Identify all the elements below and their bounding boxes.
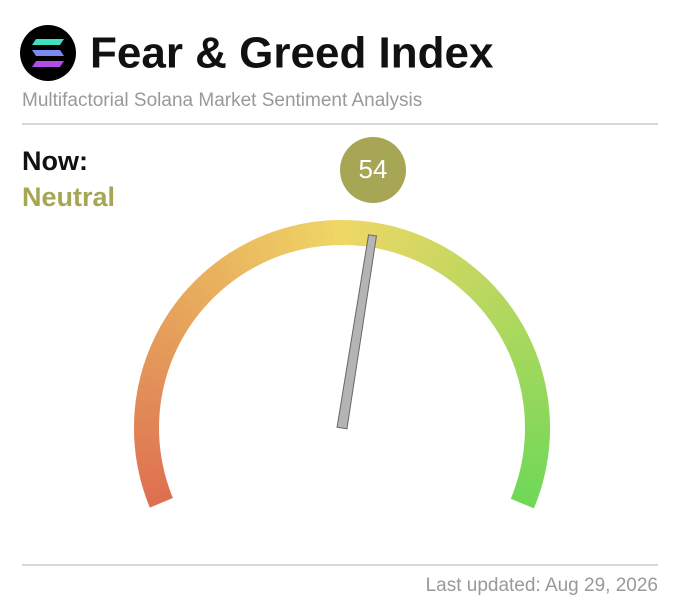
gauge-arc-segment xyxy=(134,418,160,428)
gauge-arc-segment xyxy=(270,229,288,257)
gauge-arc-segment xyxy=(524,418,550,429)
gauge-arc-segment xyxy=(279,226,296,254)
gauge-arc-segment xyxy=(143,356,171,373)
gauge-arc-segment xyxy=(524,409,550,421)
gauge-arc-segment xyxy=(349,220,361,246)
gauge-arc-segment xyxy=(140,474,168,491)
gauge-arc-segment xyxy=(373,223,388,250)
gauge-arc-segment xyxy=(215,257,238,283)
gauge-arc-segment xyxy=(440,252,462,279)
gauge-arc-segment xyxy=(138,373,166,389)
value-label: 54 xyxy=(359,154,388,184)
gauge-arc-segment xyxy=(520,459,547,474)
gauge-arc-segment xyxy=(465,274,490,300)
gauge-arc-segment xyxy=(516,365,544,382)
gauge-arc-segment xyxy=(397,229,414,257)
gauge-arc-segment xyxy=(459,268,484,294)
gauge-arc-segment xyxy=(230,247,252,274)
gauge-arc-segment xyxy=(262,232,281,259)
gauge-arc-segment xyxy=(389,227,406,254)
gauge-arc-segment xyxy=(518,467,546,483)
gauge-arc-segment xyxy=(171,300,198,324)
gauge-arc-segment xyxy=(522,391,549,405)
gauge-arc-segment xyxy=(176,293,203,317)
gauge-arc-segment xyxy=(134,435,160,447)
gauge-arc-segment xyxy=(134,427,160,438)
gauge-arc-segment xyxy=(446,257,470,284)
gauge-arc-segment xyxy=(523,400,550,413)
gauge-arc-segment xyxy=(426,243,447,270)
gauge-arc-segment xyxy=(288,224,304,252)
gauge-arc-segment xyxy=(518,374,546,390)
gauge-arc-segment xyxy=(146,489,173,508)
gauge-arc-segment xyxy=(476,287,502,311)
gauge-arc-segment xyxy=(135,451,162,465)
gauge-arc-segment xyxy=(482,294,508,318)
gauge-arc-segment xyxy=(146,347,174,366)
subtitle: Multifactorial Solana Market Sentiment A… xyxy=(22,90,422,111)
gauge-arc-segment xyxy=(194,274,219,299)
gauge-arc-segment xyxy=(245,239,266,266)
gauge-arc-segment xyxy=(222,252,245,279)
now-label: Now: xyxy=(22,146,88,176)
gauge-arc-segment xyxy=(182,286,208,311)
gauge-arc-segment xyxy=(238,243,259,270)
gauge-arc-segment xyxy=(188,280,214,305)
gauge-arc-segment xyxy=(254,235,273,263)
gauge-arc-segment xyxy=(314,220,327,247)
gauge-arc-segment xyxy=(496,316,523,338)
gauge-arc-segment xyxy=(513,356,541,374)
gauge-arc-segment xyxy=(143,482,171,500)
gauge-arc-segment xyxy=(332,220,343,246)
gauge-arc-segment xyxy=(166,308,193,330)
gauge-arc-segment xyxy=(157,323,184,344)
gauge-arc-segment xyxy=(491,308,518,331)
gauge-arc-segment xyxy=(433,247,455,275)
gauge-arc-segment xyxy=(305,221,319,248)
gauge-arc-segment xyxy=(504,331,531,352)
gauge-arc-segment xyxy=(419,239,439,267)
gauge-arc-segment xyxy=(453,262,477,289)
title: Fear & Greed Index xyxy=(90,29,494,78)
gauge-arc-segment xyxy=(137,382,164,397)
gauge-arc-segment xyxy=(161,315,189,337)
value-badge xyxy=(340,137,406,203)
gauge-arc-segment xyxy=(323,220,335,246)
gauge-arc-segment xyxy=(471,280,496,305)
gauge-arc-segment xyxy=(513,483,541,500)
gauge-arc-segment xyxy=(404,232,423,260)
gauge-arc-segment xyxy=(153,331,181,351)
gauge-arc-segment xyxy=(208,262,232,288)
needle xyxy=(336,234,378,430)
gauge-arc-segment xyxy=(511,348,538,367)
gauge-arc-segment xyxy=(500,324,527,345)
gauge-arc-segment xyxy=(342,220,352,246)
footer: Last updated: Aug 29, 2026 xyxy=(426,575,658,596)
gauge-arc-segment xyxy=(149,339,177,358)
gauge-arc-segment xyxy=(141,364,168,381)
gauge-arc-segment xyxy=(412,235,431,263)
status: Neutral xyxy=(22,182,115,212)
gauge-arc-segment xyxy=(381,224,397,252)
gauge-arc-segment xyxy=(134,443,161,456)
gauge-arc-segment xyxy=(487,301,513,324)
gauge-arc-segment xyxy=(510,490,538,509)
logo xyxy=(20,25,76,81)
gauge-arc-segment xyxy=(516,475,543,492)
gauge-arc-segment xyxy=(201,268,225,294)
gauge: 54 xyxy=(134,137,550,509)
gauge-arc-segment xyxy=(524,428,550,438)
gauge-arc-segment xyxy=(524,435,550,447)
gauge-arc-segment xyxy=(138,466,166,482)
gauge-arc-segment xyxy=(134,409,160,421)
gauge-arc-segment xyxy=(507,340,535,359)
